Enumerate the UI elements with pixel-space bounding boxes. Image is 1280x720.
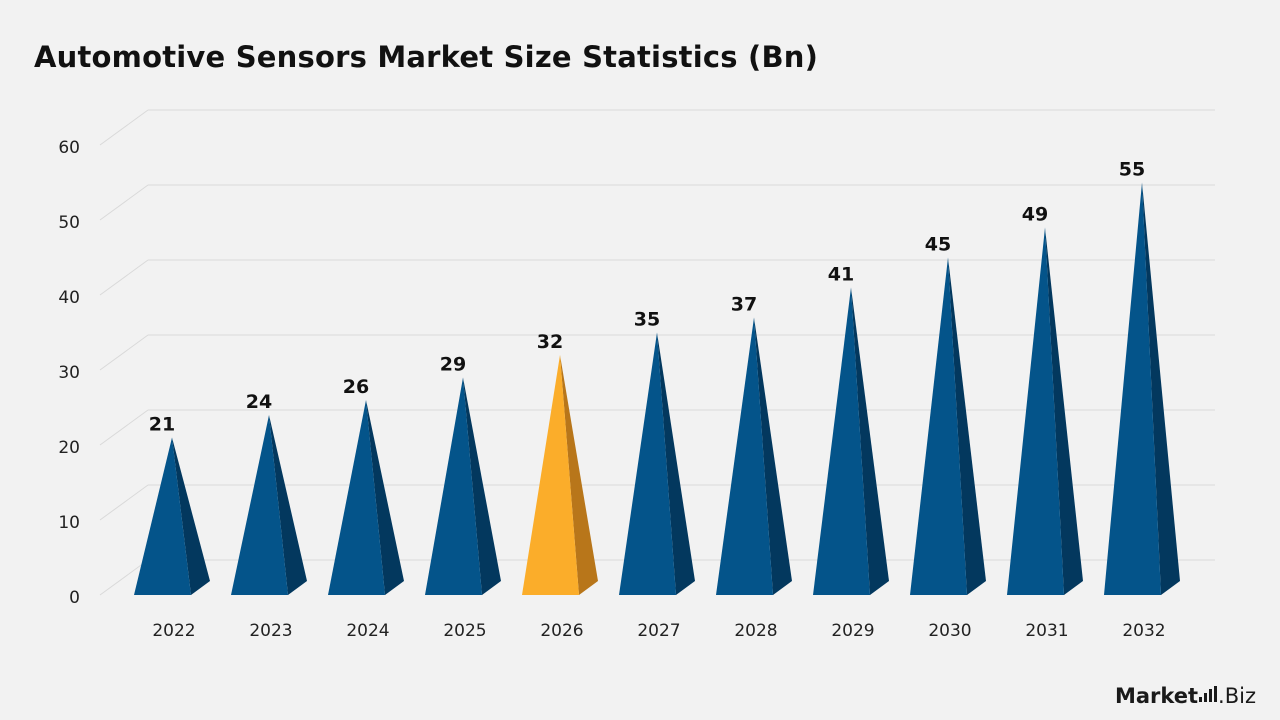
gridline-diagonal <box>99 184 149 221</box>
brand-logo: Market .Biz <box>1115 684 1256 708</box>
data-label: 24 <box>246 391 272 413</box>
data-label: 49 <box>1022 204 1048 226</box>
y-tick-label: 0 <box>69 588 80 608</box>
data-label: 32 <box>537 331 563 353</box>
x-tick-label: 2022 <box>152 621 195 641</box>
bar-shade <box>269 415 307 595</box>
x-tick-label: 2032 <box>1122 621 1165 641</box>
logo-text-biz: .Biz <box>1218 684 1256 708</box>
bar <box>619 332 676 595</box>
bar <box>813 287 870 595</box>
bar-shade <box>1142 182 1180 595</box>
y-tick-label: 10 <box>58 513 80 533</box>
chart-title: Automotive Sensors Market Size Statistic… <box>34 40 819 74</box>
y-tick-label: 60 <box>58 138 80 158</box>
x-tick-label: 2029 <box>831 621 874 641</box>
y-tick-label: 30 <box>58 363 80 383</box>
bar-shade <box>754 317 792 595</box>
bar <box>425 377 482 595</box>
data-label: 29 <box>440 354 466 376</box>
y-tick-label: 50 <box>58 213 80 233</box>
y-tick-label: 40 <box>58 288 80 308</box>
bar <box>328 400 385 595</box>
bar <box>1104 182 1161 595</box>
bar <box>716 317 773 595</box>
bar-shade <box>657 332 695 595</box>
gridline-diagonal <box>99 109 149 146</box>
bar-shade <box>948 257 986 595</box>
x-tick-label: 2024 <box>346 621 389 641</box>
bar-shade <box>463 377 501 595</box>
bar <box>1007 227 1064 595</box>
x-tick-label: 2030 <box>928 621 971 641</box>
bar-chart-icon <box>1199 686 1218 702</box>
data-label: 55 <box>1119 159 1145 181</box>
data-label: 26 <box>343 376 369 398</box>
data-label: 35 <box>634 309 660 331</box>
gridline-diagonal <box>99 559 149 596</box>
x-tick-label: 2028 <box>734 621 777 641</box>
x-tick-label: 2027 <box>637 621 680 641</box>
gridline-diagonal <box>99 409 149 446</box>
bar-shade <box>851 287 889 595</box>
y-tick-label: 20 <box>58 438 80 458</box>
bar-shade <box>1045 227 1083 595</box>
logo-text-market: Market <box>1114 684 1199 708</box>
bar <box>910 257 967 595</box>
x-tick-label: 2025 <box>443 621 486 641</box>
x-tick-label: 2026 <box>540 621 583 641</box>
bar <box>522 355 579 595</box>
gridline-diagonal <box>99 259 149 296</box>
bar <box>134 437 191 595</box>
bar-shade <box>560 355 598 595</box>
data-label: 21 <box>149 414 175 436</box>
bar-shade <box>366 400 404 595</box>
bar <box>231 415 288 595</box>
data-label: 41 <box>828 264 854 286</box>
data-label: 45 <box>925 234 951 256</box>
x-tick-label: 2023 <box>249 621 292 641</box>
x-tick-label: 2031 <box>1025 621 1068 641</box>
gridline-diagonal <box>99 484 149 521</box>
bar-shade <box>172 437 210 595</box>
data-label: 37 <box>731 294 757 316</box>
gridline-diagonal <box>99 334 149 371</box>
